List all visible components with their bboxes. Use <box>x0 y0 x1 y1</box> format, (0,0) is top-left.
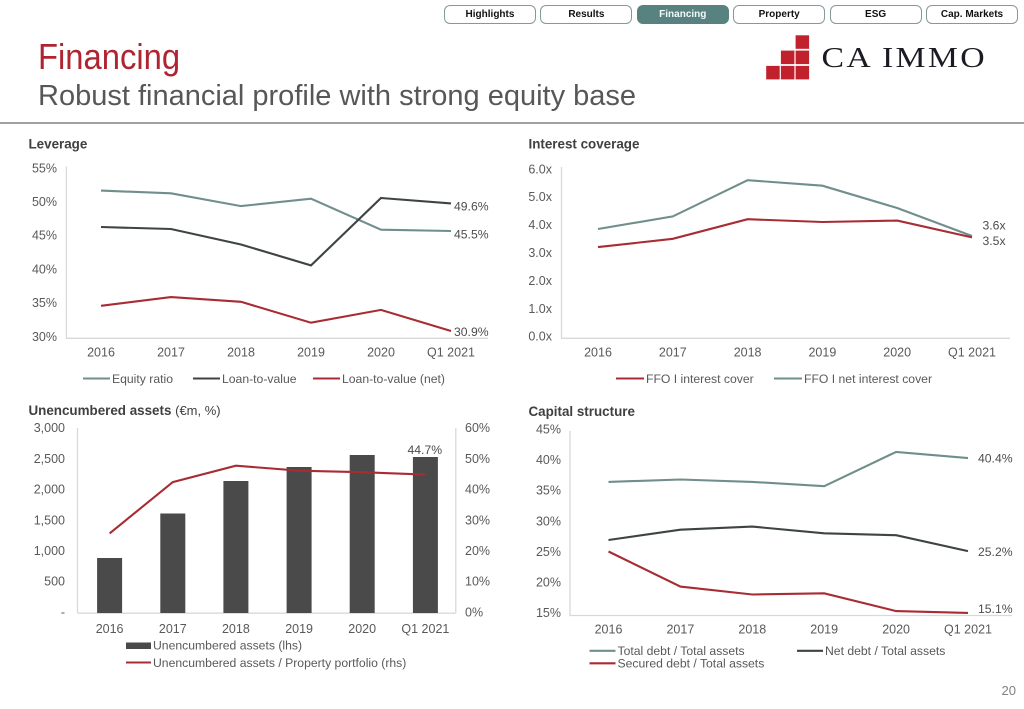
svg-text:50%: 50% <box>465 452 490 466</box>
svg-text:2.0x: 2.0x <box>528 274 552 288</box>
svg-text:Unencumbered assets (€m, %): Unencumbered assets (€m, %) <box>29 403 221 418</box>
svg-text:Interest coverage: Interest coverage <box>529 137 640 152</box>
svg-text:2019: 2019 <box>297 346 325 360</box>
svg-text:500: 500 <box>44 575 65 589</box>
svg-text:35%: 35% <box>536 484 561 498</box>
svg-text:2016: 2016 <box>87 346 115 360</box>
svg-text:2019: 2019 <box>285 622 313 636</box>
svg-text:2019: 2019 <box>810 623 838 637</box>
svg-text:40%: 40% <box>536 453 561 467</box>
svg-text:Q1 2021: Q1 2021 <box>944 623 992 637</box>
svg-text:2017: 2017 <box>157 346 185 360</box>
svg-text:30%: 30% <box>32 330 57 344</box>
svg-text:2018: 2018 <box>738 623 766 637</box>
svg-text:2016: 2016 <box>595 623 623 637</box>
svg-text:5.0x: 5.0x <box>528 190 552 204</box>
svg-text:25.2%: 25.2% <box>978 545 1013 559</box>
svg-text:1,500: 1,500 <box>34 513 65 527</box>
svg-text:2016: 2016 <box>96 622 124 636</box>
svg-text:4.0x: 4.0x <box>528 218 552 232</box>
svg-text:2020: 2020 <box>348 622 376 636</box>
svg-text:60%: 60% <box>465 421 490 435</box>
svg-text:1.0x: 1.0x <box>528 302 552 316</box>
svg-text:20%: 20% <box>536 575 561 589</box>
svg-text:49.6%: 49.6% <box>454 199 489 213</box>
svg-text:2018: 2018 <box>227 346 255 360</box>
svg-text:55%: 55% <box>32 161 57 175</box>
svg-text:15%: 15% <box>536 606 561 620</box>
svg-text:Net debt / Total assets: Net debt / Total assets <box>825 644 945 658</box>
svg-text:CA IMMO: CA IMMO <box>822 42 988 74</box>
svg-text:45%: 45% <box>32 229 57 243</box>
svg-text:2017: 2017 <box>159 622 187 636</box>
svg-text:2020: 2020 <box>882 623 910 637</box>
svg-text:50%: 50% <box>32 195 57 209</box>
svg-text:Leverage: Leverage <box>29 137 88 152</box>
svg-text:Total debt / Total assets: Total debt / Total assets <box>618 644 745 658</box>
svg-text:2016: 2016 <box>584 346 612 360</box>
svg-text:3.0x: 3.0x <box>528 246 552 260</box>
svg-text:35%: 35% <box>32 296 57 310</box>
svg-text:Unencumbered assets (lhs): Unencumbered assets (lhs) <box>153 639 302 653</box>
svg-text:40%: 40% <box>465 483 490 497</box>
svg-text:Q1 2021: Q1 2021 <box>427 346 475 360</box>
svg-text:30%: 30% <box>465 513 490 527</box>
svg-text:FFO I interest cover: FFO I interest cover <box>646 372 754 386</box>
svg-text:40%: 40% <box>32 262 57 276</box>
svg-text:Equity ratio: Equity ratio <box>112 372 173 386</box>
svg-text:45.5%: 45.5% <box>454 228 489 242</box>
svg-text:15.1%: 15.1% <box>978 602 1013 616</box>
svg-text:2017: 2017 <box>666 623 694 637</box>
svg-text:10%: 10% <box>465 575 490 589</box>
svg-text:Q1 2021: Q1 2021 <box>948 346 996 360</box>
svg-text:44.7%: 44.7% <box>408 443 443 457</box>
svg-text:2019: 2019 <box>808 346 836 360</box>
svg-text:30%: 30% <box>536 514 561 528</box>
svg-text:1,000: 1,000 <box>34 544 65 558</box>
svg-text:0.0x: 0.0x <box>528 330 552 344</box>
svg-text:-: - <box>61 605 65 619</box>
svg-text:20%: 20% <box>465 544 490 558</box>
svg-text:2017: 2017 <box>659 346 687 360</box>
svg-text:0%: 0% <box>465 605 483 619</box>
svg-text:25%: 25% <box>536 545 561 559</box>
svg-text:3,000: 3,000 <box>34 421 65 435</box>
svg-text:3.5x: 3.5x <box>983 234 1006 248</box>
svg-text:2018: 2018 <box>734 346 762 360</box>
svg-text:30.9%: 30.9% <box>454 325 489 339</box>
svg-text:Loan-to-value (net): Loan-to-value (net) <box>342 372 445 386</box>
svg-text:FFO I net interest cover: FFO I net interest cover <box>804 372 932 386</box>
svg-text:6.0x: 6.0x <box>528 162 552 176</box>
svg-text:2,000: 2,000 <box>34 483 65 497</box>
svg-text:2,500: 2,500 <box>34 452 65 466</box>
svg-text:Unencumbered assets / Property: Unencumbered assets / Property portfolio… <box>153 656 406 670</box>
svg-text:Secured debt / Total assets: Secured debt / Total assets <box>618 657 765 671</box>
svg-text:45%: 45% <box>536 423 561 437</box>
svg-text:Loan-to-value: Loan-to-value <box>222 372 297 386</box>
svg-text:Q1 2021: Q1 2021 <box>401 622 449 636</box>
svg-text:2018: 2018 <box>222 622 250 636</box>
svg-text:Capital structure: Capital structure <box>529 404 635 419</box>
svg-text:40.4%: 40.4% <box>978 451 1013 465</box>
svg-text:3.6x: 3.6x <box>983 218 1006 232</box>
svg-text:2020: 2020 <box>367 346 395 360</box>
svg-text:2020: 2020 <box>883 346 911 360</box>
